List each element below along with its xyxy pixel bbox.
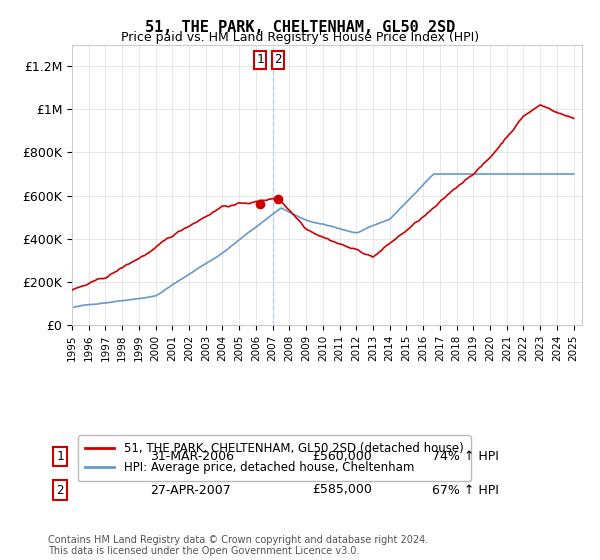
Text: 51, THE PARK, CHELTENHAM, GL50 2SD: 51, THE PARK, CHELTENHAM, GL50 2SD [145, 20, 455, 35]
Text: £560,000: £560,000 [312, 450, 372, 463]
Text: 67% ↑ HPI: 67% ↑ HPI [432, 483, 499, 497]
Legend: 51, THE PARK, CHELTENHAM, GL50 2SD (detached house), HPI: Average price, detache: 51, THE PARK, CHELTENHAM, GL50 2SD (deta… [78, 435, 471, 481]
Text: 1: 1 [256, 53, 264, 67]
Text: 2: 2 [274, 53, 282, 67]
Text: £585,000: £585,000 [312, 483, 372, 497]
Text: 27-APR-2007: 27-APR-2007 [150, 483, 231, 497]
Text: 1: 1 [56, 450, 64, 463]
Text: Contains HM Land Registry data © Crown copyright and database right 2024.
This d: Contains HM Land Registry data © Crown c… [48, 535, 428, 557]
Text: 2: 2 [56, 483, 64, 497]
Text: Price paid vs. HM Land Registry's House Price Index (HPI): Price paid vs. HM Land Registry's House … [121, 31, 479, 44]
Text: 74% ↑ HPI: 74% ↑ HPI [432, 450, 499, 463]
Text: 31-MAR-2006: 31-MAR-2006 [150, 450, 234, 463]
